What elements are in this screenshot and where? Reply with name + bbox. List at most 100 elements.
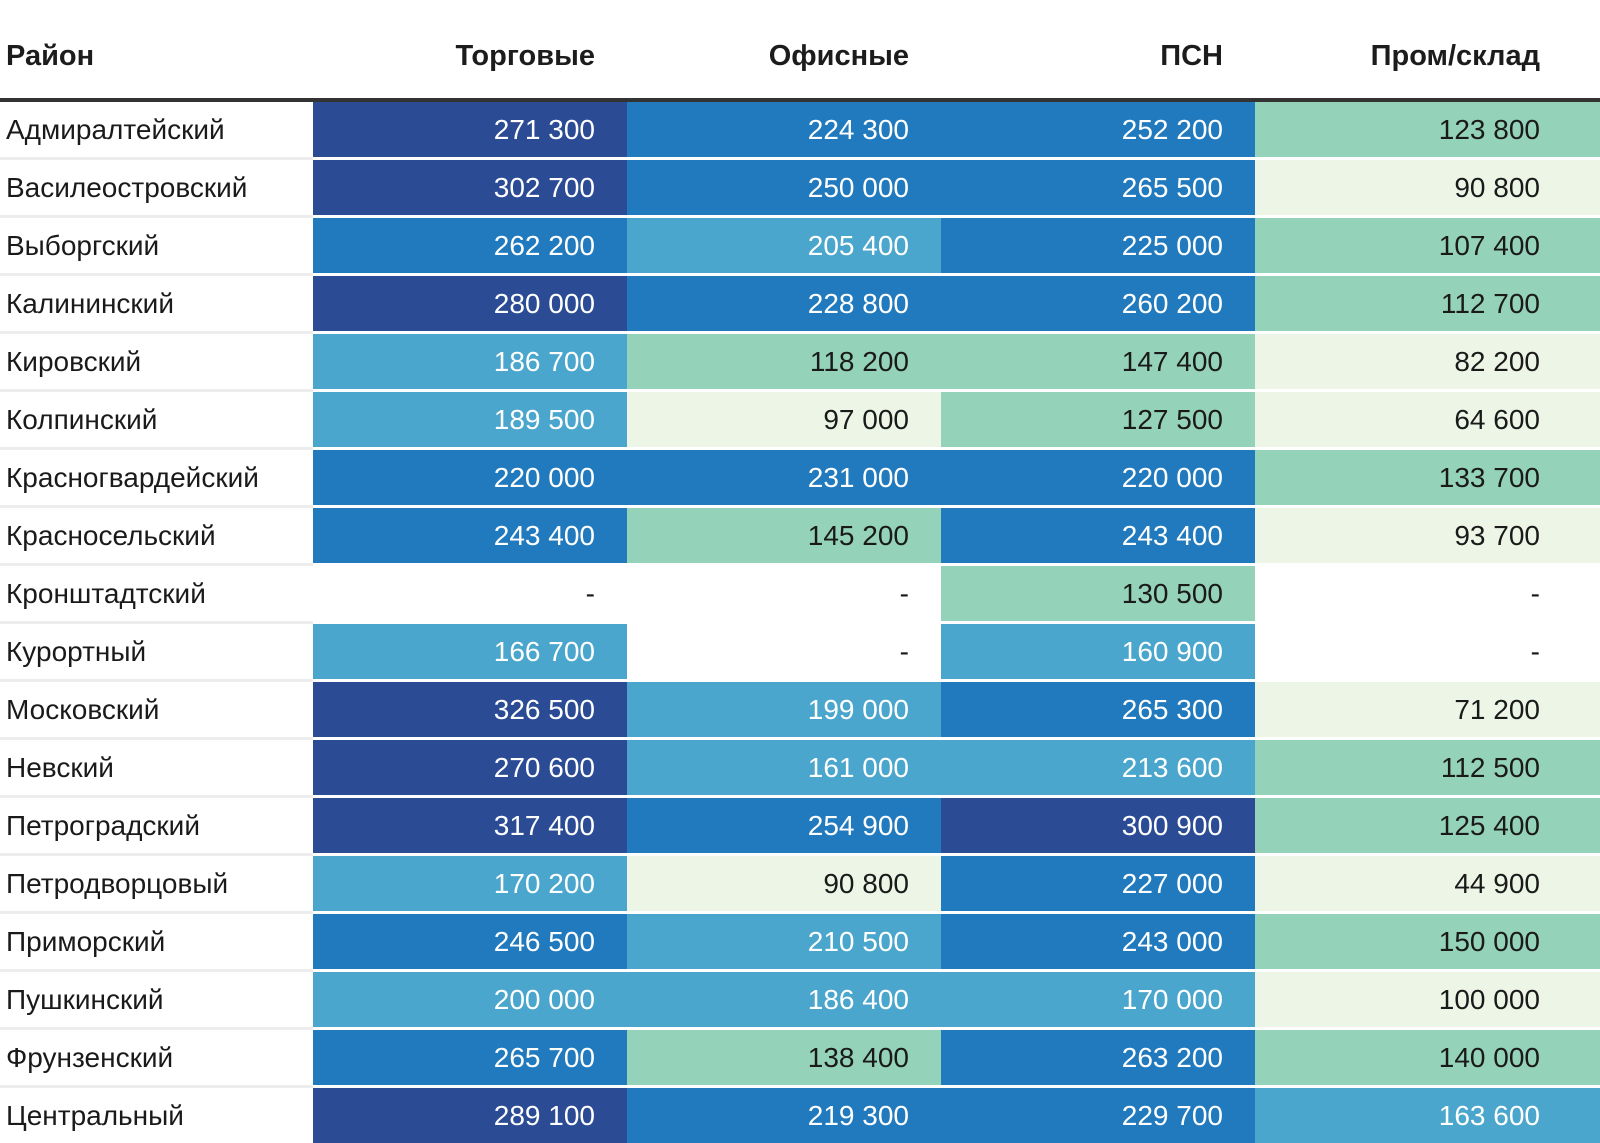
empty-cell: - bbox=[627, 623, 941, 681]
price-cell: 90 800 bbox=[1255, 159, 1600, 217]
price-cell: 199 000 bbox=[627, 681, 941, 739]
price-cell: 166 700 bbox=[313, 623, 627, 681]
header-row: Район Торговые Офисные ПСН Пром/склад bbox=[0, 0, 1600, 100]
price-cell: 225 000 bbox=[941, 217, 1255, 275]
district-label: Адмиралтейский bbox=[0, 100, 313, 159]
price-cell: 210 500 bbox=[627, 913, 941, 971]
price-cell: 140 000 bbox=[1255, 1029, 1600, 1087]
district-label: Центральный bbox=[0, 1087, 313, 1143]
price-cell: 123 800 bbox=[1255, 100, 1600, 159]
price-cell: 262 200 bbox=[313, 217, 627, 275]
district-label: Колпинский bbox=[0, 391, 313, 449]
price-cell: 289 100 bbox=[313, 1087, 627, 1143]
price-cell: 160 900 bbox=[941, 623, 1255, 681]
price-cell: 112 500 bbox=[1255, 739, 1600, 797]
price-cell: 231 000 bbox=[627, 449, 941, 507]
district-label: Фрунзенский bbox=[0, 1029, 313, 1087]
price-cell: 219 300 bbox=[627, 1087, 941, 1143]
price-cell: 220 000 bbox=[313, 449, 627, 507]
price-cell: 254 900 bbox=[627, 797, 941, 855]
price-cell: 64 600 bbox=[1255, 391, 1600, 449]
price-cell: 263 200 bbox=[941, 1029, 1255, 1087]
price-cell: 107 400 bbox=[1255, 217, 1600, 275]
price-cell: 227 000 bbox=[941, 855, 1255, 913]
district-label: Московский bbox=[0, 681, 313, 739]
price-cell: 150 000 bbox=[1255, 913, 1600, 971]
district-label: Кронштадтский bbox=[0, 565, 313, 623]
price-cell: 170 000 bbox=[941, 971, 1255, 1029]
col-header-district: Район bbox=[0, 0, 313, 100]
price-cell: 163 600 bbox=[1255, 1087, 1600, 1143]
price-cell: 302 700 bbox=[313, 159, 627, 217]
price-cell: 252 200 bbox=[941, 100, 1255, 159]
price-cell: 243 000 bbox=[941, 913, 1255, 971]
table-header: Район Торговые Офисные ПСН Пром/склад bbox=[0, 0, 1600, 100]
district-label: Выборгский bbox=[0, 217, 313, 275]
district-label: Пушкинский bbox=[0, 971, 313, 1029]
empty-cell: - bbox=[627, 565, 941, 623]
district-label: Петродворцовый bbox=[0, 855, 313, 913]
district-label: Красногвардейский bbox=[0, 449, 313, 507]
price-cell: 161 000 bbox=[627, 739, 941, 797]
price-cell: 265 700 bbox=[313, 1029, 627, 1087]
empty-cell: - bbox=[1255, 623, 1600, 681]
price-cell: 112 700 bbox=[1255, 275, 1600, 333]
price-cell: 90 800 bbox=[627, 855, 941, 913]
price-cell: 326 500 bbox=[313, 681, 627, 739]
col-header-industrial: Пром/склад bbox=[1255, 0, 1600, 100]
district-label: Красносельский bbox=[0, 507, 313, 565]
price-cell: 138 400 bbox=[627, 1029, 941, 1087]
price-cell: 300 900 bbox=[941, 797, 1255, 855]
price-cell: 118 200 bbox=[627, 333, 941, 391]
district-label: Василеостровский bbox=[0, 159, 313, 217]
price-cell: 147 400 bbox=[941, 333, 1255, 391]
price-cell: 186 400 bbox=[627, 971, 941, 1029]
price-cell: 213 600 bbox=[941, 739, 1255, 797]
price-cell: 250 000 bbox=[627, 159, 941, 217]
price-cell: 186 700 bbox=[313, 333, 627, 391]
price-cell: 228 800 bbox=[627, 275, 941, 333]
price-cell: 220 000 bbox=[941, 449, 1255, 507]
price-cell: 280 000 bbox=[313, 275, 627, 333]
price-cell: 82 200 bbox=[1255, 333, 1600, 391]
price-cell: 200 000 bbox=[313, 971, 627, 1029]
price-cell: 71 200 bbox=[1255, 681, 1600, 739]
price-cell: 205 400 bbox=[627, 217, 941, 275]
col-header-retail: Торговые bbox=[313, 0, 627, 100]
district-label: Курортный bbox=[0, 623, 313, 681]
district-label: Приморский bbox=[0, 913, 313, 971]
district-label: Калининский bbox=[0, 275, 313, 333]
price-cell: 189 500 bbox=[313, 391, 627, 449]
price-cell: 271 300 bbox=[313, 100, 627, 159]
price-cell: 44 900 bbox=[1255, 855, 1600, 913]
price-cell: 270 600 bbox=[313, 739, 627, 797]
price-cell: 265 500 bbox=[941, 159, 1255, 217]
price-cell: 125 400 bbox=[1255, 797, 1600, 855]
district-label: Петроградский bbox=[0, 797, 313, 855]
price-cell: 133 700 bbox=[1255, 449, 1600, 507]
price-cell: 170 200 bbox=[313, 855, 627, 913]
price-cell: 265 300 bbox=[941, 681, 1255, 739]
district-label: Кировский bbox=[0, 333, 313, 391]
price-cell: 100 000 bbox=[1255, 971, 1600, 1029]
price-cell: 243 400 bbox=[941, 507, 1255, 565]
price-cell: 317 400 bbox=[313, 797, 627, 855]
price-cell: 260 200 bbox=[941, 275, 1255, 333]
price-cell: 243 400 bbox=[313, 507, 627, 565]
col-header-office: Офисные bbox=[627, 0, 941, 100]
